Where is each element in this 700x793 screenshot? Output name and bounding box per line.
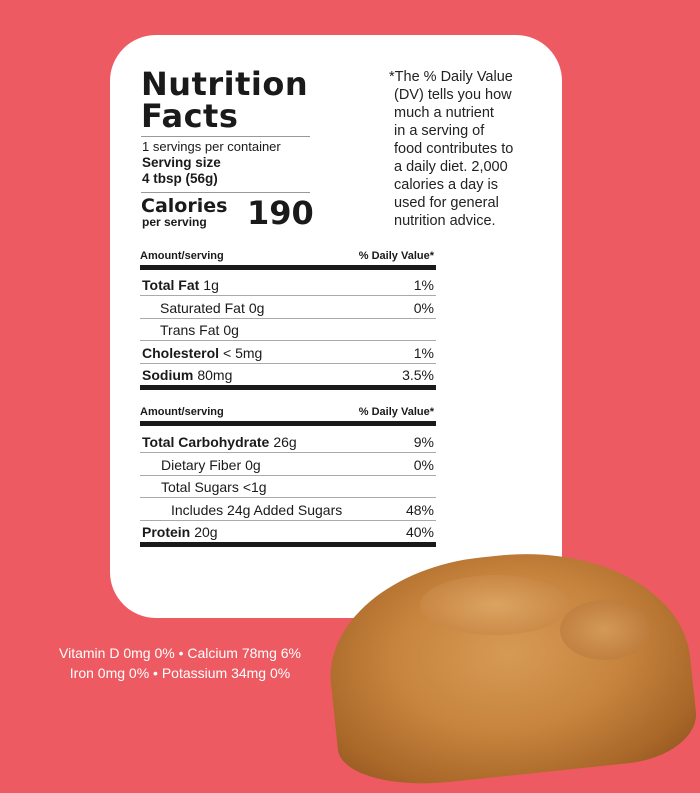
nutrient-amount: 0g xyxy=(223,322,239,339)
nutrient-label: Total Carbohydrate 26g xyxy=(142,431,297,453)
calories-subtitle: per serving xyxy=(142,215,207,229)
daily-value-note: *The % Daily Value (DV) tells you how much… xyxy=(389,68,513,230)
nutrient-row: Total Fat 1g 1% xyxy=(140,274,436,296)
peanut-butter-highlight xyxy=(420,575,570,635)
nutrient-dv: 1% xyxy=(413,277,434,293)
nutrient-dv: 1% xyxy=(413,344,434,361)
note-line: food contributes to xyxy=(394,141,514,157)
nutrient-row: Dietary Fiber 0g 0% xyxy=(140,454,436,476)
nutrient-label: Total Sugars <1g xyxy=(161,476,267,498)
nutrient-name: Includes 24g Added Sugars xyxy=(171,501,343,518)
servings-per-container: 1 servings per container xyxy=(142,139,281,154)
footer-vitamins-line1: Vitamin D 0mg 0% • Calcium 78mg 6% xyxy=(59,645,301,661)
nutrient-name: Saturated Fat xyxy=(160,299,245,316)
nutrient-dv: 9% xyxy=(413,434,434,450)
nutrient-amount: 0g xyxy=(248,299,265,316)
divider xyxy=(141,192,310,193)
note-line: calories a day is xyxy=(394,177,498,193)
nutrient-amount: 0g xyxy=(245,456,261,473)
amount-header: Amount/serving xyxy=(140,406,224,418)
nutrient-label: Dietary Fiber 0g xyxy=(161,454,261,476)
nutrient-label: Cholesterol < 5mg xyxy=(142,342,262,364)
nutrient-label: Includes 24g Added Sugars xyxy=(171,499,346,521)
nutrient-row: Saturated Fat 0g 0% xyxy=(140,297,436,319)
note-line: used for general xyxy=(394,195,499,211)
dv-header: % Daily Value* xyxy=(358,406,434,418)
nutrient-row: Protein 20g 40% xyxy=(140,521,436,543)
nutrient-label: Total Fat 1g xyxy=(142,274,219,296)
calories-value: 190 xyxy=(247,194,314,232)
nutrient-amount: 20g xyxy=(194,524,218,541)
divider xyxy=(141,136,310,137)
thick-rule xyxy=(140,421,436,426)
nutrient-name: Cholesterol xyxy=(142,344,220,361)
nutrient-dv: 0% xyxy=(413,299,434,316)
table2-header: Amount/serving % Daily Value* xyxy=(140,406,436,418)
nutrient-name: Total Carbohydrate xyxy=(142,434,270,450)
note-line: nutrition advice. xyxy=(394,213,496,229)
thick-rule xyxy=(140,265,436,270)
dv-header: % Daily Value* xyxy=(358,250,434,262)
calories-label: Calories xyxy=(141,195,228,217)
nutrient-amount: 1g xyxy=(203,277,219,293)
nutrient-row: Trans Fat 0g xyxy=(140,319,436,342)
nutrient-amount: 80mg xyxy=(197,367,233,384)
serving-size-label: Serving size xyxy=(142,155,221,170)
nutrient-dv: 48% xyxy=(405,501,434,518)
nutrient-dv: 3.5% xyxy=(402,367,434,384)
nutrient-row: Total Sugars <1g xyxy=(140,476,436,499)
nutrient-row: Cholesterol < 5mg 1% xyxy=(140,342,436,364)
footer-vitamins-line2: Iron 0mg 0% • Potassium 34mg 0% xyxy=(69,665,291,681)
nutrient-label: Saturated Fat 0g xyxy=(160,297,264,319)
nutrient-name: Total Sugars xyxy=(161,479,239,496)
nutrition-facts-title: Nutrition Facts xyxy=(141,65,309,135)
nutrient-name: Protein xyxy=(142,524,191,541)
nutrient-label: Sodium 80mg xyxy=(142,364,232,386)
nutrient-amount: 26g xyxy=(273,434,297,450)
nutrient-name: Dietary Fiber xyxy=(161,456,242,473)
note-line: a daily diet. 2,000 xyxy=(394,159,508,175)
note-line: (DV) tells you how xyxy=(394,87,512,103)
nutrient-row: Sodium 80mg 3.5% xyxy=(140,364,436,386)
note-line: much a nutrient xyxy=(394,105,494,121)
peanut-butter-highlight xyxy=(560,600,650,660)
nutrient-label: Protein 20g xyxy=(142,521,218,543)
amount-header: Amount/serving xyxy=(140,250,224,262)
thick-rule xyxy=(140,542,436,547)
thick-rule xyxy=(140,385,436,390)
nutrient-dv: 0% xyxy=(413,456,434,473)
note-line: *The % Daily Value xyxy=(389,69,513,85)
nutrient-name: Trans Fat xyxy=(160,322,220,339)
nutrient-label: Trans Fat 0g xyxy=(160,319,239,341)
nutrition-card xyxy=(110,35,562,618)
nutrient-amount: <1g xyxy=(242,479,267,496)
nutrient-amount: < 5mg xyxy=(223,344,263,361)
table1-header: Amount/serving % Daily Value* xyxy=(140,250,436,262)
serving-size-value: 4 tbsp (56g) xyxy=(142,171,218,186)
nutrient-dv: 40% xyxy=(405,524,434,541)
nutrient-row: Total Carbohydrate 26g 9% xyxy=(140,431,436,453)
note-line: in a serving of xyxy=(394,123,485,139)
nutrient-name: Sodium xyxy=(142,367,194,384)
nutrient-row: Includes 24g Added Sugars 48% xyxy=(140,499,436,521)
nutrient-name: Total Fat xyxy=(142,277,200,293)
